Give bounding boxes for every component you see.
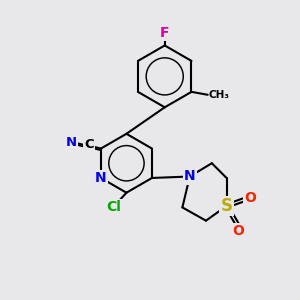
Text: N: N <box>95 171 107 185</box>
Text: N: N <box>66 136 77 148</box>
Text: O: O <box>232 224 244 238</box>
Text: C: C <box>84 138 94 151</box>
Text: N: N <box>184 169 196 184</box>
Text: CH₃: CH₃ <box>209 90 230 100</box>
Text: S: S <box>220 197 232 215</box>
Text: F: F <box>160 26 169 40</box>
Text: Cl: Cl <box>106 200 121 214</box>
Text: O: O <box>244 191 256 205</box>
